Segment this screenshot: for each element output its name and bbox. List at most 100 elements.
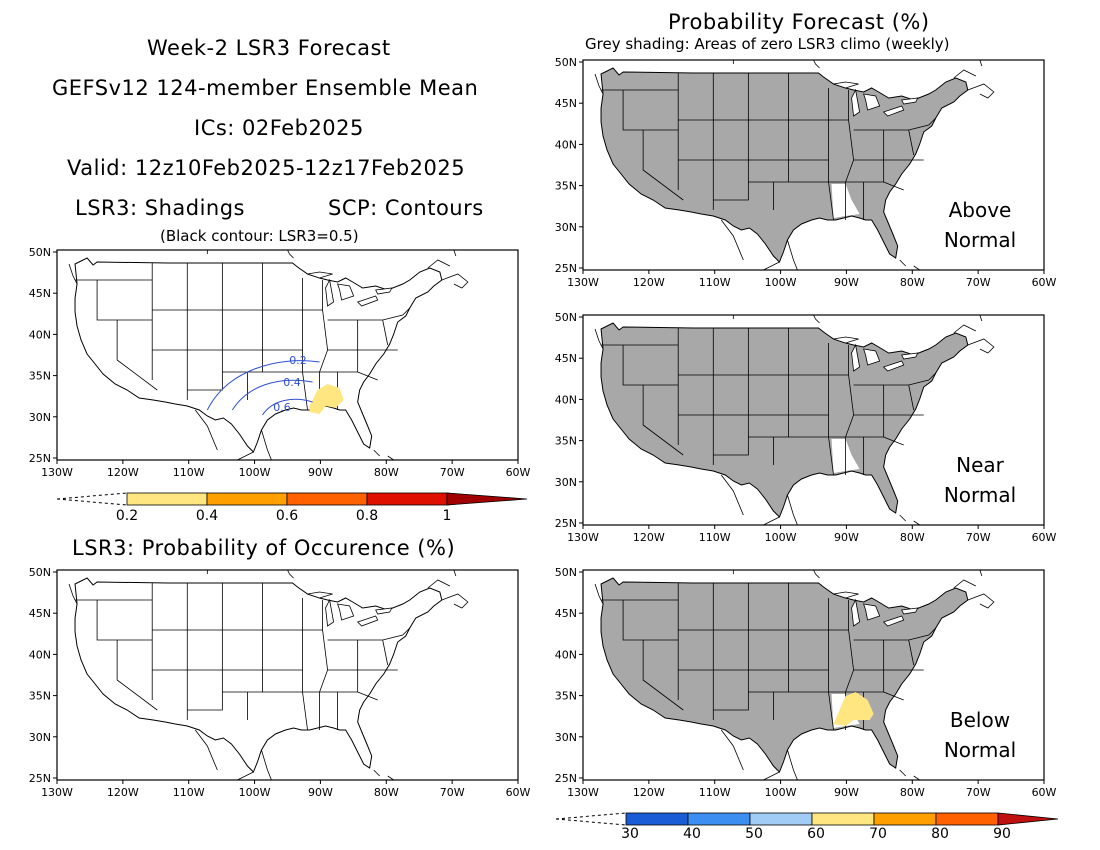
colorbar-tip [446,492,528,506]
colorbar-segment [811,812,875,826]
map-frame [56,249,519,461]
panel-label-line-1: Above [949,198,1012,222]
lon-label: 80W [374,786,399,799]
lat-label: 25N [29,452,51,465]
lat-label: 40N [29,648,51,661]
probability-colorbar-label: 70 [869,826,887,842]
colorbar-segment [286,492,368,506]
lon-label: 130W [567,531,599,544]
header-line-2: GEFSv12 124-member Ensemble Mean [52,76,479,100]
prob-map: 130W 120W 110W 100W 90W 80W 70W 60W 50N 45N 40N 35N… [29,566,531,799]
lat-label: 30N [555,221,577,234]
colorbar-segment [935,812,999,826]
lat-label: 30N [555,476,577,489]
colorbar-segment [873,812,937,826]
lsr3-colorbar-label: 0.4 [196,508,218,524]
lon-label: 70W [966,531,991,544]
lon-label: 130W [567,276,599,289]
lsr3-colorbar-label: 1 [443,508,452,524]
lat-label: 40N [555,393,577,406]
header-note: (Black contour: LSR3=0.5) [160,227,359,245]
colorbar-segment [126,492,208,506]
probability-colorbar-label: 40 [683,826,701,842]
lon-label: 60W [506,786,531,799]
lat-label: 40N [555,648,577,661]
lat-label: 25N [29,772,51,785]
lon-label: 100W [765,276,797,289]
colorbar-segment [687,812,751,826]
right-title: Probability Forecast (%) [668,10,930,34]
state-boundaries [74,582,411,731]
lon-label: 130W [41,786,73,799]
lat-label: 50N [29,246,51,259]
lat-label: 45N [29,607,51,620]
probability-colorbar-label: 50 [745,826,763,842]
lat-label: 50N [555,56,577,69]
lon-label: 120W [633,531,665,544]
probability-colorbar-label: 90 [993,826,1011,842]
colorbar-left-arrow [56,492,128,506]
panel-label-line-1: Near [956,453,1005,477]
lat-label: 25N [555,262,577,275]
colorbar-right-arrow [997,812,1059,826]
great-lakes [307,591,393,627]
lat-label: 25N [555,517,577,530]
lon-label: 120W [633,786,665,799]
colorbar-left-arrow [555,812,627,826]
lat-label: 45N [29,287,51,300]
lon-label: 100W [239,466,271,479]
near-map: 130W 120W 110W 100W 90W 80W 70W 60W 50N 45N 40N 35N… [555,311,1057,544]
panel-label-line-2: Normal [944,738,1016,762]
lon-label: 90W [834,276,859,289]
lon-label: 110W [699,276,731,289]
colorbar-segment [749,812,813,826]
lat-label: 30N [555,731,577,744]
scp-contour-0-6 [262,398,313,416]
lsr3-colorbar: 0.2 0.4 0.6 0.8 1 [56,492,528,524]
lat-label: 35N [555,435,577,448]
land-outline [600,67,969,263]
probability-colorbar-label: 60 [807,826,825,842]
map-frame [582,59,1045,271]
lsr3-colorbar-label: 0.8 [356,508,378,524]
great-lakes [307,271,393,307]
lsr3-shading [309,384,344,414]
map-frame [582,569,1045,781]
lon-label: 80W [900,276,925,289]
lon-label: 60W [1032,276,1057,289]
lat-label: 45N [555,352,577,365]
lon-label: 70W [966,276,991,289]
header-line-1: Week-2 LSR3 Forecast [147,36,391,60]
probability-colorbar: 30 40 50 60 70 80 90 [555,812,1059,842]
header-line-4: Valid: 12z10Feb2025-12z17Feb2025 [67,156,466,180]
lon-label: 90W [308,466,333,479]
lat-label: 35N [555,180,577,193]
contour-label: 0.4 [283,376,301,389]
panel-label-line-1: Below [950,708,1010,732]
lon-label: 70W [966,786,991,799]
panel-label-line-2: Normal [944,483,1016,507]
probability-title: LSR3: Probability of Occurence (%) [72,536,456,560]
lon-label: 120W [633,276,665,289]
land-outline [74,577,443,773]
colorbar-segment [625,812,689,826]
lon-label: 100W [765,531,797,544]
lon-label: 110W [173,786,205,799]
lat-label: 30N [29,731,51,744]
lon-label: 100W [239,786,271,799]
lat-label: 45N [555,607,577,620]
right-subtitle: Grey shading: Areas of zero LSR3 climo (… [585,35,950,53]
above-map: 130W 120W 110W 100W 90W 80W 70W 60W 50N 45N 40N 35N… [555,56,1057,289]
contour-label: 0.2 [289,354,307,367]
lon-label: 120W [107,466,139,479]
panel-label-line-2: Normal [944,228,1016,252]
probability-colorbar-label: 30 [621,826,639,842]
lon-label: 130W [567,786,599,799]
scp-contour-0-4 [231,379,313,411]
lon-label: 90W [308,786,333,799]
lon-label: 110W [699,531,731,544]
lat-label: 45N [555,97,577,110]
lon-label: 100W [765,786,797,799]
lat-label: 50N [555,311,577,324]
